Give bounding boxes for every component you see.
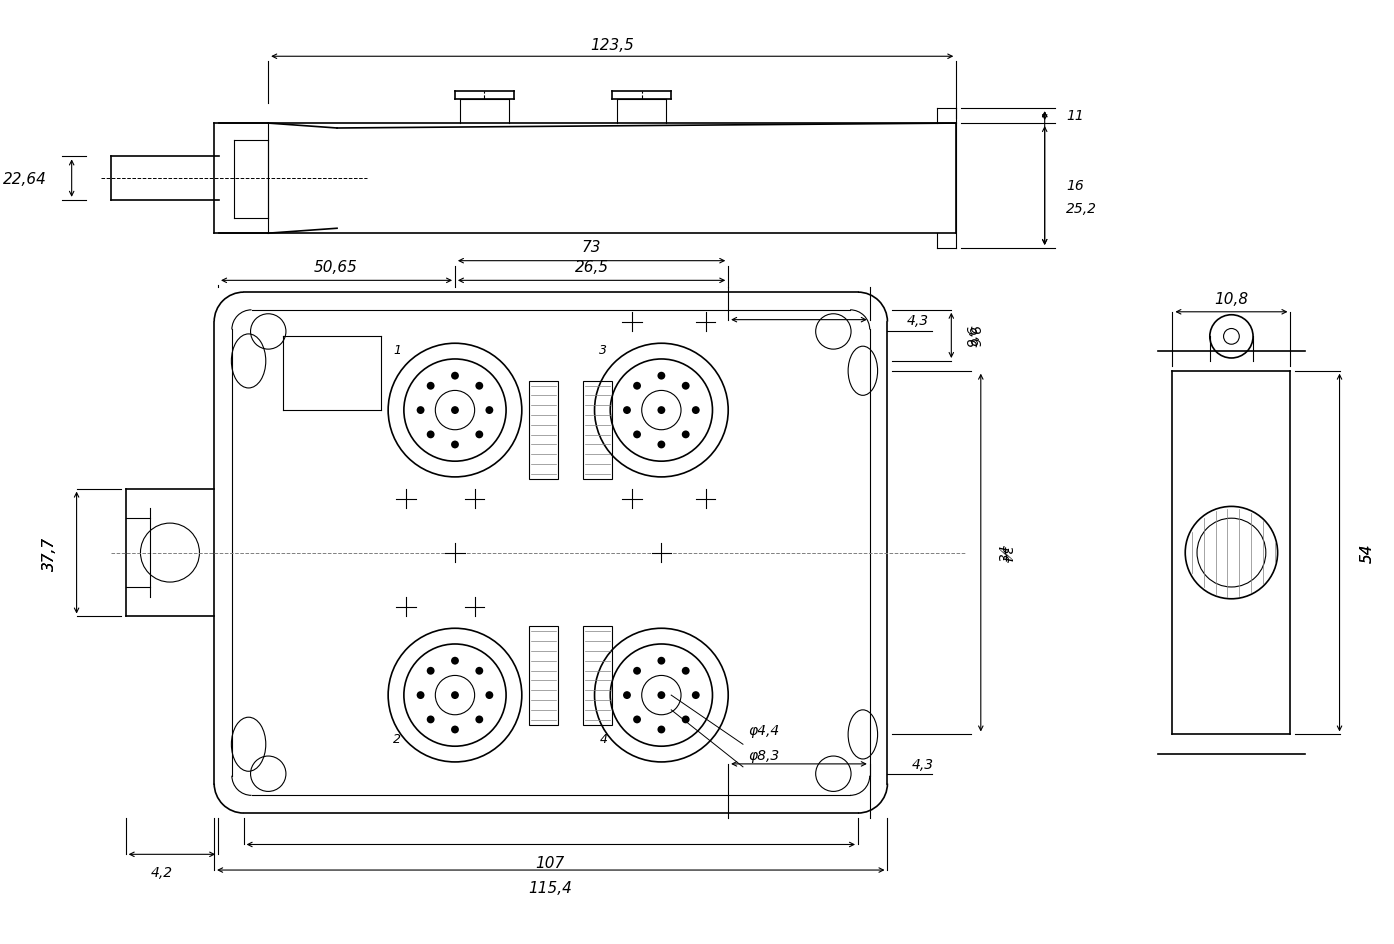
Text: 50,65: 50,65 [314,260,358,275]
Circle shape [475,667,484,675]
Text: φ4,4: φ4,4 [747,724,779,737]
Text: 2: 2 [393,733,401,746]
Circle shape [658,726,665,733]
Text: 4: 4 [599,733,608,746]
Circle shape [452,407,459,414]
Text: 34: 34 [998,544,1012,562]
Circle shape [658,657,665,665]
Text: 4,2: 4,2 [151,865,173,879]
Circle shape [658,372,665,380]
Circle shape [427,431,435,439]
Circle shape [452,726,459,733]
Text: 10,8: 10,8 [1214,291,1249,306]
Bar [583,627,612,725]
Circle shape [452,691,459,700]
Text: φ8,3: φ8,3 [747,749,779,762]
Circle shape [452,372,459,380]
Text: 1: 1 [393,344,401,357]
Text: 16: 16 [1066,178,1085,193]
Circle shape [485,407,493,414]
Circle shape [658,441,665,449]
Bar [528,381,558,480]
Text: 4,3: 4,3 [912,757,934,771]
Circle shape [691,407,700,414]
Text: 107: 107 [535,854,565,869]
Circle shape [623,407,631,414]
Text: 73: 73 [581,240,601,255]
Circle shape [475,431,484,439]
Text: 123,5: 123,5 [590,38,634,53]
Bar [583,381,612,480]
Text: 3: 3 [599,344,608,357]
Circle shape [682,716,690,724]
Circle shape [475,382,484,390]
Circle shape [417,691,425,700]
Circle shape [623,691,631,700]
Circle shape [427,667,435,675]
Text: 54: 54 [1359,543,1374,563]
Text: 22,64: 22,64 [3,172,47,186]
Circle shape [691,691,700,700]
Text: 9,6: 9,6 [966,325,980,347]
Circle shape [682,382,690,390]
Text: 26,5: 26,5 [574,260,609,275]
Circle shape [452,441,459,449]
Circle shape [682,431,690,439]
Circle shape [427,382,435,390]
Text: 37,7: 37,7 [42,536,57,570]
Circle shape [633,431,641,439]
Circle shape [475,716,484,724]
Circle shape [452,657,459,665]
Circle shape [658,407,665,414]
Text: 115,4: 115,4 [528,881,573,895]
Circle shape [658,691,665,700]
Circle shape [682,667,690,675]
Circle shape [633,382,641,390]
Text: 4,3: 4,3 [907,313,930,328]
Circle shape [417,407,425,414]
Text: 25,2: 25,2 [1066,201,1097,215]
Bar [528,627,558,725]
Circle shape [427,716,435,724]
Circle shape [485,691,493,700]
Text: 54: 54 [1359,543,1374,563]
Text: 9,6: 9,6 [966,325,980,347]
Circle shape [633,667,641,675]
Text: 11: 11 [1066,110,1085,123]
Text: 34: 34 [998,544,1012,562]
Text: 37,7: 37,7 [42,536,57,570]
Circle shape [633,716,641,724]
